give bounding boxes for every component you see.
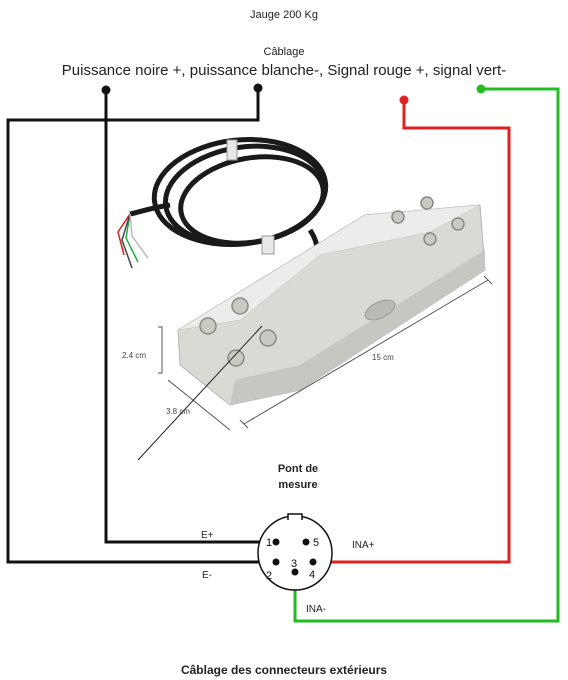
wire-ends xyxy=(117,213,149,269)
bolt-holes xyxy=(199,196,465,367)
pin-1-label: 1 xyxy=(266,537,272,549)
pin-5-label: 5 xyxy=(313,537,319,549)
pin-2 xyxy=(272,558,280,566)
pin-5 xyxy=(302,538,310,546)
label-e-minus: E- xyxy=(202,570,212,581)
cable-tie xyxy=(226,139,238,161)
pin-2-label: 2 xyxy=(266,570,272,582)
load-cell-image: 2.4 cm 15 cm 3.8 cm xyxy=(117,137,493,461)
dimension-width-label: 3.8 cm xyxy=(166,407,190,416)
dimension-height-label: 2.4 cm xyxy=(122,351,146,360)
pointer-line xyxy=(137,325,263,461)
wire-black-e-plus xyxy=(101,85,276,544)
footer-caption: Câblage des connecteurs extérieurs xyxy=(180,663,388,677)
bridge-label: Pont de mesure xyxy=(277,463,319,491)
pin-3-label: 3 xyxy=(291,558,297,570)
dimension-length-label: 15 cm xyxy=(372,353,394,362)
cabling-description: Puissance noire +, puissance blanche-, S… xyxy=(61,62,507,79)
pin-4 xyxy=(309,558,317,566)
connector-5pin: 1 2 3 4 5 xyxy=(257,513,333,591)
diagram-title: Jauge 200 Kg xyxy=(250,9,318,21)
label-ina-minus: INA- xyxy=(306,604,326,615)
cabling-label: Câblage xyxy=(263,46,305,58)
pin-4-label: 4 xyxy=(309,569,315,581)
pin-3 xyxy=(291,568,299,576)
label-ina-plus: INA+ xyxy=(352,540,375,551)
dimension-lines xyxy=(158,275,493,431)
cable-tie xyxy=(261,235,275,255)
wire-green-ina-minus xyxy=(293,84,560,623)
wire-red-ina-plus xyxy=(313,95,511,564)
label-e-plus: E+ xyxy=(201,530,214,541)
pin-1 xyxy=(272,538,280,546)
wire-black-e-minus xyxy=(6,83,276,564)
load-cell-hole xyxy=(364,299,396,321)
